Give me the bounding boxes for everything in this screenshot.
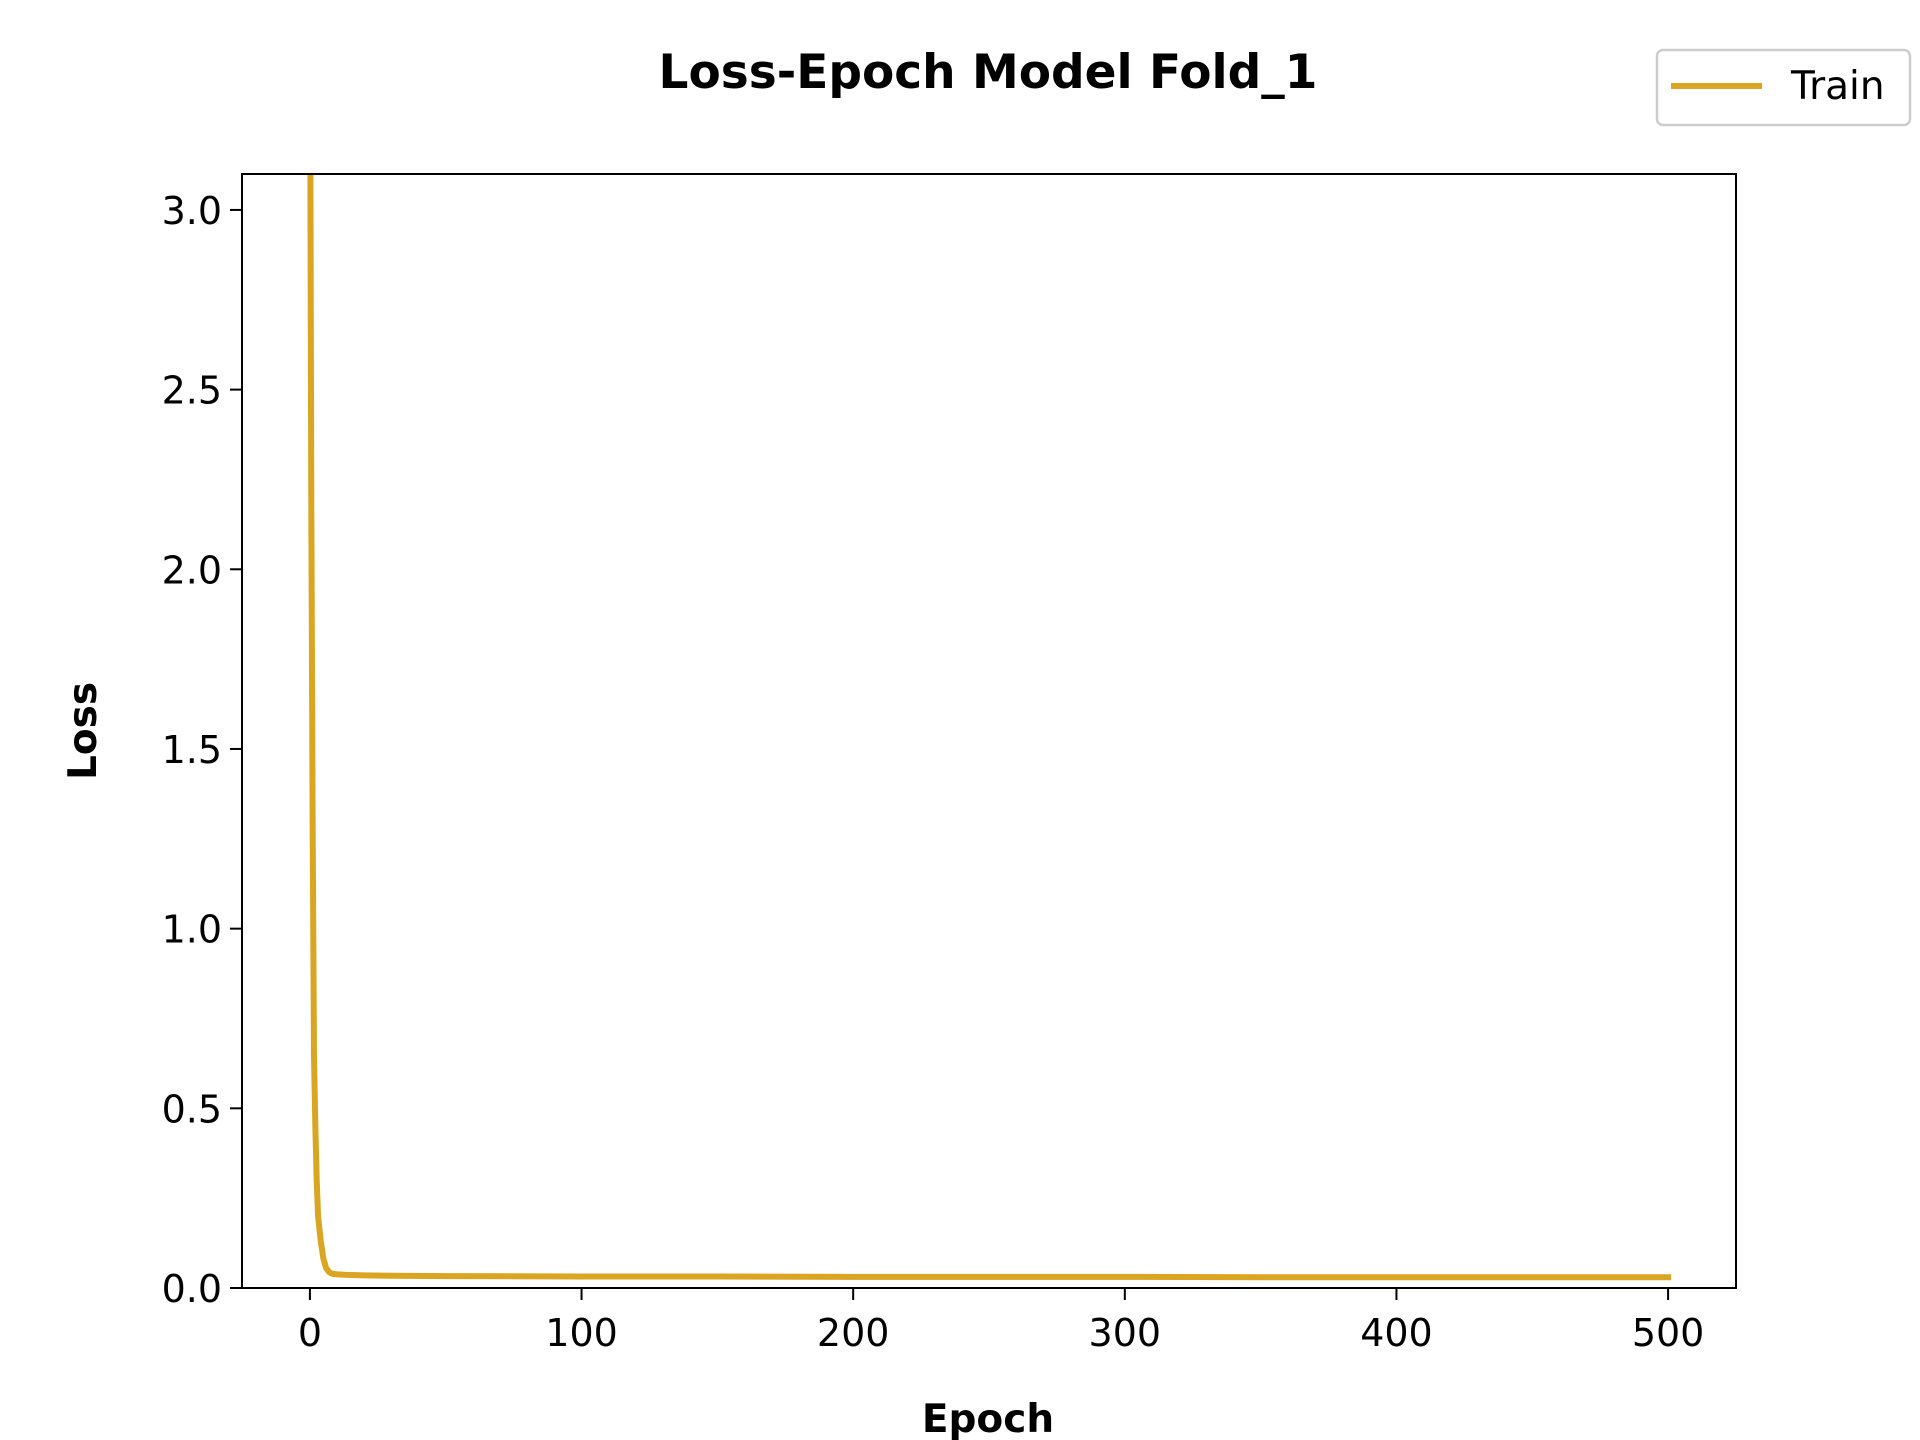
y-tick-label: 1.5	[162, 728, 222, 772]
y-axis-ticks: 0.0 0.5 1.0 1.5 2.0 2.5 3.0	[162, 189, 242, 1311]
x-tick-label: 400	[1360, 1311, 1433, 1355]
y-tick-label: 0.5	[162, 1087, 222, 1131]
x-tick-label: 200	[817, 1311, 890, 1355]
legend-box	[1655, 48, 1912, 127]
y-tick-label: 3.0	[162, 189, 222, 233]
plot-area-frame	[241, 173, 1737, 1289]
x-tick-label: 500	[1632, 1311, 1705, 1355]
legend-label-train: Train	[1790, 64, 1885, 109]
series-line-train	[307, 174, 1672, 1281]
x-tick-label: 0	[298, 1311, 322, 1355]
x-tick-label: 300	[1089, 1311, 1162, 1355]
y-tick-label: 2.0	[162, 548, 222, 592]
x-tick-label: 100	[545, 1311, 618, 1355]
chart-title: Loss-Epoch Model Fold_1	[659, 45, 1318, 100]
x-axis-label: Epoch	[922, 1397, 1054, 1440]
y-tick-label: 1.0	[162, 908, 222, 952]
x-axis-ticks: 0 100 200 300 400 500	[298, 1288, 1705, 1355]
y-tick-label: 0.0	[162, 1267, 222, 1311]
y-tick-label: 2.5	[162, 369, 222, 413]
legend: Train	[1655, 48, 1912, 127]
series-group	[307, 174, 1672, 1281]
y-axis-label: Loss	[61, 682, 106, 780]
